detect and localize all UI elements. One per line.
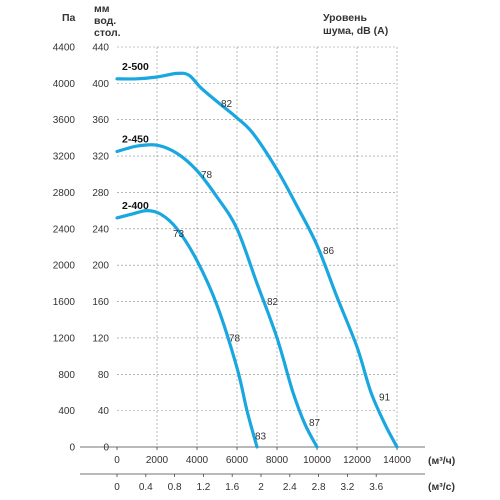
y-pa-tick-label: 400 bbox=[58, 406, 75, 417]
y-pa-tick-label: 1600 bbox=[53, 297, 76, 308]
y-mm-tick-label: 280 bbox=[92, 188, 109, 199]
y-mm-tick-label: 200 bbox=[92, 261, 109, 272]
x-m3s-tick-label: 0.4 bbox=[139, 482, 153, 493]
y-mm-tick-label: 440 bbox=[92, 43, 109, 54]
x-m3s-tick-label: 2.4 bbox=[283, 482, 297, 493]
mm-axis-label-line3: стол. bbox=[94, 27, 121, 39]
x-m3h-tick-label: 14000 bbox=[383, 455, 411, 466]
y-pa-tick-label: 2800 bbox=[53, 188, 76, 199]
y-mm-tick-label: 240 bbox=[92, 224, 109, 235]
noise-level-label: 87 bbox=[309, 418, 321, 429]
series-label: 2-500 bbox=[122, 61, 149, 73]
series-curve-2-500 bbox=[115, 71, 399, 449]
noise-level-label: 86 bbox=[323, 246, 335, 257]
x-m3s-tick-label: 0 bbox=[114, 482, 120, 493]
x-m3h-tick-label: 6000 bbox=[226, 455, 249, 466]
x-m3s-tick-label: 3.2 bbox=[340, 482, 354, 493]
noise-label-line2: шума, dB (A) bbox=[323, 25, 388, 37]
x-m3s-tick-label: 1.6 bbox=[225, 482, 239, 493]
x-m3s-unit: (м³/с) bbox=[428, 481, 455, 493]
x-m3h-tick-label: 0 bbox=[114, 455, 120, 466]
x-m3s-tick-label: 0.8 bbox=[168, 482, 182, 493]
noise-level-label: 78 bbox=[201, 170, 213, 181]
noise-level-label: 83 bbox=[255, 432, 267, 443]
noise-level-label: 82 bbox=[267, 297, 279, 308]
x-m3h-tick-label: 2000 bbox=[146, 455, 169, 466]
y-pa-tick-label: 1200 bbox=[53, 333, 76, 344]
series-curve-2-400 bbox=[115, 209, 259, 449]
y-mm-tick-label: 0 bbox=[103, 443, 109, 454]
mm-axis-label-line1: мм bbox=[94, 3, 110, 15]
noise-level-label: 73 bbox=[173, 229, 185, 240]
noise-level-label: 78 bbox=[229, 333, 241, 344]
x-m3h-unit: (м³/ч) bbox=[428, 455, 455, 467]
y-pa-tick-label: 3200 bbox=[53, 152, 76, 163]
noise-level-label: 91 bbox=[379, 393, 391, 404]
y-pa-tick-label: 800 bbox=[58, 370, 75, 381]
x-m3s-tick-label: 2 bbox=[258, 482, 264, 493]
y-pa-tick-label: 0 bbox=[69, 443, 75, 454]
y-pa-tick-label: 2400 bbox=[53, 224, 76, 235]
y-mm-tick-label: 120 bbox=[92, 333, 109, 344]
axes bbox=[80, 446, 425, 475]
y-mm-tick-label: 80 bbox=[98, 370, 110, 381]
y-pa-tick-label: 4400 bbox=[53, 43, 76, 54]
x-m3s-tick-label: 3.6 bbox=[369, 482, 383, 493]
x-m3s-tick-label: 1.2 bbox=[196, 482, 210, 493]
y-pa-tick-label: 4000 bbox=[53, 79, 76, 90]
y-mm-tick-label: 400 bbox=[92, 79, 109, 90]
x-m3h-tick-label: 12000 bbox=[343, 455, 371, 466]
x-m3h-tick-label: 4000 bbox=[186, 455, 209, 466]
series-label: 2-450 bbox=[122, 134, 149, 146]
series-curve-2-450 bbox=[115, 143, 319, 449]
curves: 2-500 82 86 91 2-450 78 82 87 2-400 73 78 83 bbox=[115, 61, 399, 449]
noise-level-label: 82 bbox=[221, 99, 233, 110]
pa-axis-label: Па bbox=[62, 12, 76, 24]
y-mm-tick-label: 40 bbox=[98, 406, 110, 417]
x-m3h-tick-label: 8000 bbox=[266, 455, 289, 466]
series-label: 2-400 bbox=[122, 200, 149, 212]
grid bbox=[116, 46, 398, 477]
mm-axis-label-line2: вод. bbox=[94, 15, 116, 27]
y-pa-tick-label: 3600 bbox=[53, 115, 76, 126]
y-mm-tick-label: 360 bbox=[92, 115, 109, 126]
y-pa-tick-label: 2000 bbox=[53, 261, 76, 272]
x-m3s-tick-label: 2.8 bbox=[312, 482, 326, 493]
x-m3h-tick-label: 10000 bbox=[303, 455, 331, 466]
noise-label-line1: Уровень bbox=[323, 12, 367, 24]
y-mm-tick-label: 320 bbox=[92, 152, 109, 163]
y-mm-tick-label: 160 bbox=[92, 297, 109, 308]
